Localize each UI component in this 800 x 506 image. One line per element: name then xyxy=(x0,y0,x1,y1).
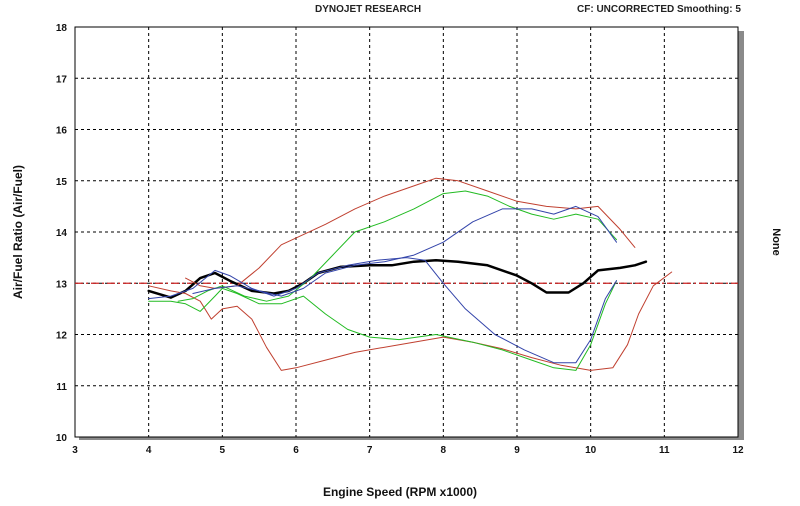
x-axis-label: Engine Speed (RPM x1000) xyxy=(323,485,477,499)
series-group xyxy=(147,177,673,371)
x-tick-label: 11 xyxy=(659,445,670,456)
y-tick-label: 17 xyxy=(56,74,68,85)
series-line-6 xyxy=(148,257,617,364)
y-tick-label: 18 xyxy=(56,23,68,34)
x-tick-label: 8 xyxy=(441,445,447,456)
x-tick-label: 7 xyxy=(367,445,373,456)
series-line-7 xyxy=(192,205,617,297)
y-tick-label: 13 xyxy=(56,279,68,290)
series-line-4 xyxy=(148,280,617,371)
x-tick-label: 3 xyxy=(72,445,78,456)
series-line-2 xyxy=(148,271,673,371)
y-tick-label: 16 xyxy=(56,126,68,137)
x-tick-label: 5 xyxy=(220,445,226,456)
y-tick-label: 12 xyxy=(56,331,68,342)
chart-brand: DYNOJET RESEARCH xyxy=(315,4,422,15)
correction-info: CF: UNCORRECTED Smoothing: 5 xyxy=(577,4,741,15)
x-tick-label: 10 xyxy=(585,445,597,456)
y-tick-label: 10 xyxy=(56,433,68,444)
right-axis-label: None xyxy=(770,228,782,256)
x-tick-label: 4 xyxy=(146,445,152,456)
x-tick-label: 12 xyxy=(732,445,744,456)
series-line-5 xyxy=(177,190,617,302)
y-tick-label: 11 xyxy=(56,382,67,393)
tick-labels: 3 4 5 6 7 8 9 10 11 12 10 11 12 13 14 15 16 17 18 xyxy=(56,23,744,456)
x-tick-label: 6 xyxy=(293,445,299,456)
y-axis-label: Air/Fuel Ratio (Air/Fuel) xyxy=(11,165,25,299)
y-tick-label: 15 xyxy=(56,177,68,188)
y-tick-label: 14 xyxy=(56,228,68,239)
grid xyxy=(75,27,738,437)
x-tick-label: 9 xyxy=(514,445,520,456)
series-line-1 xyxy=(147,258,648,299)
